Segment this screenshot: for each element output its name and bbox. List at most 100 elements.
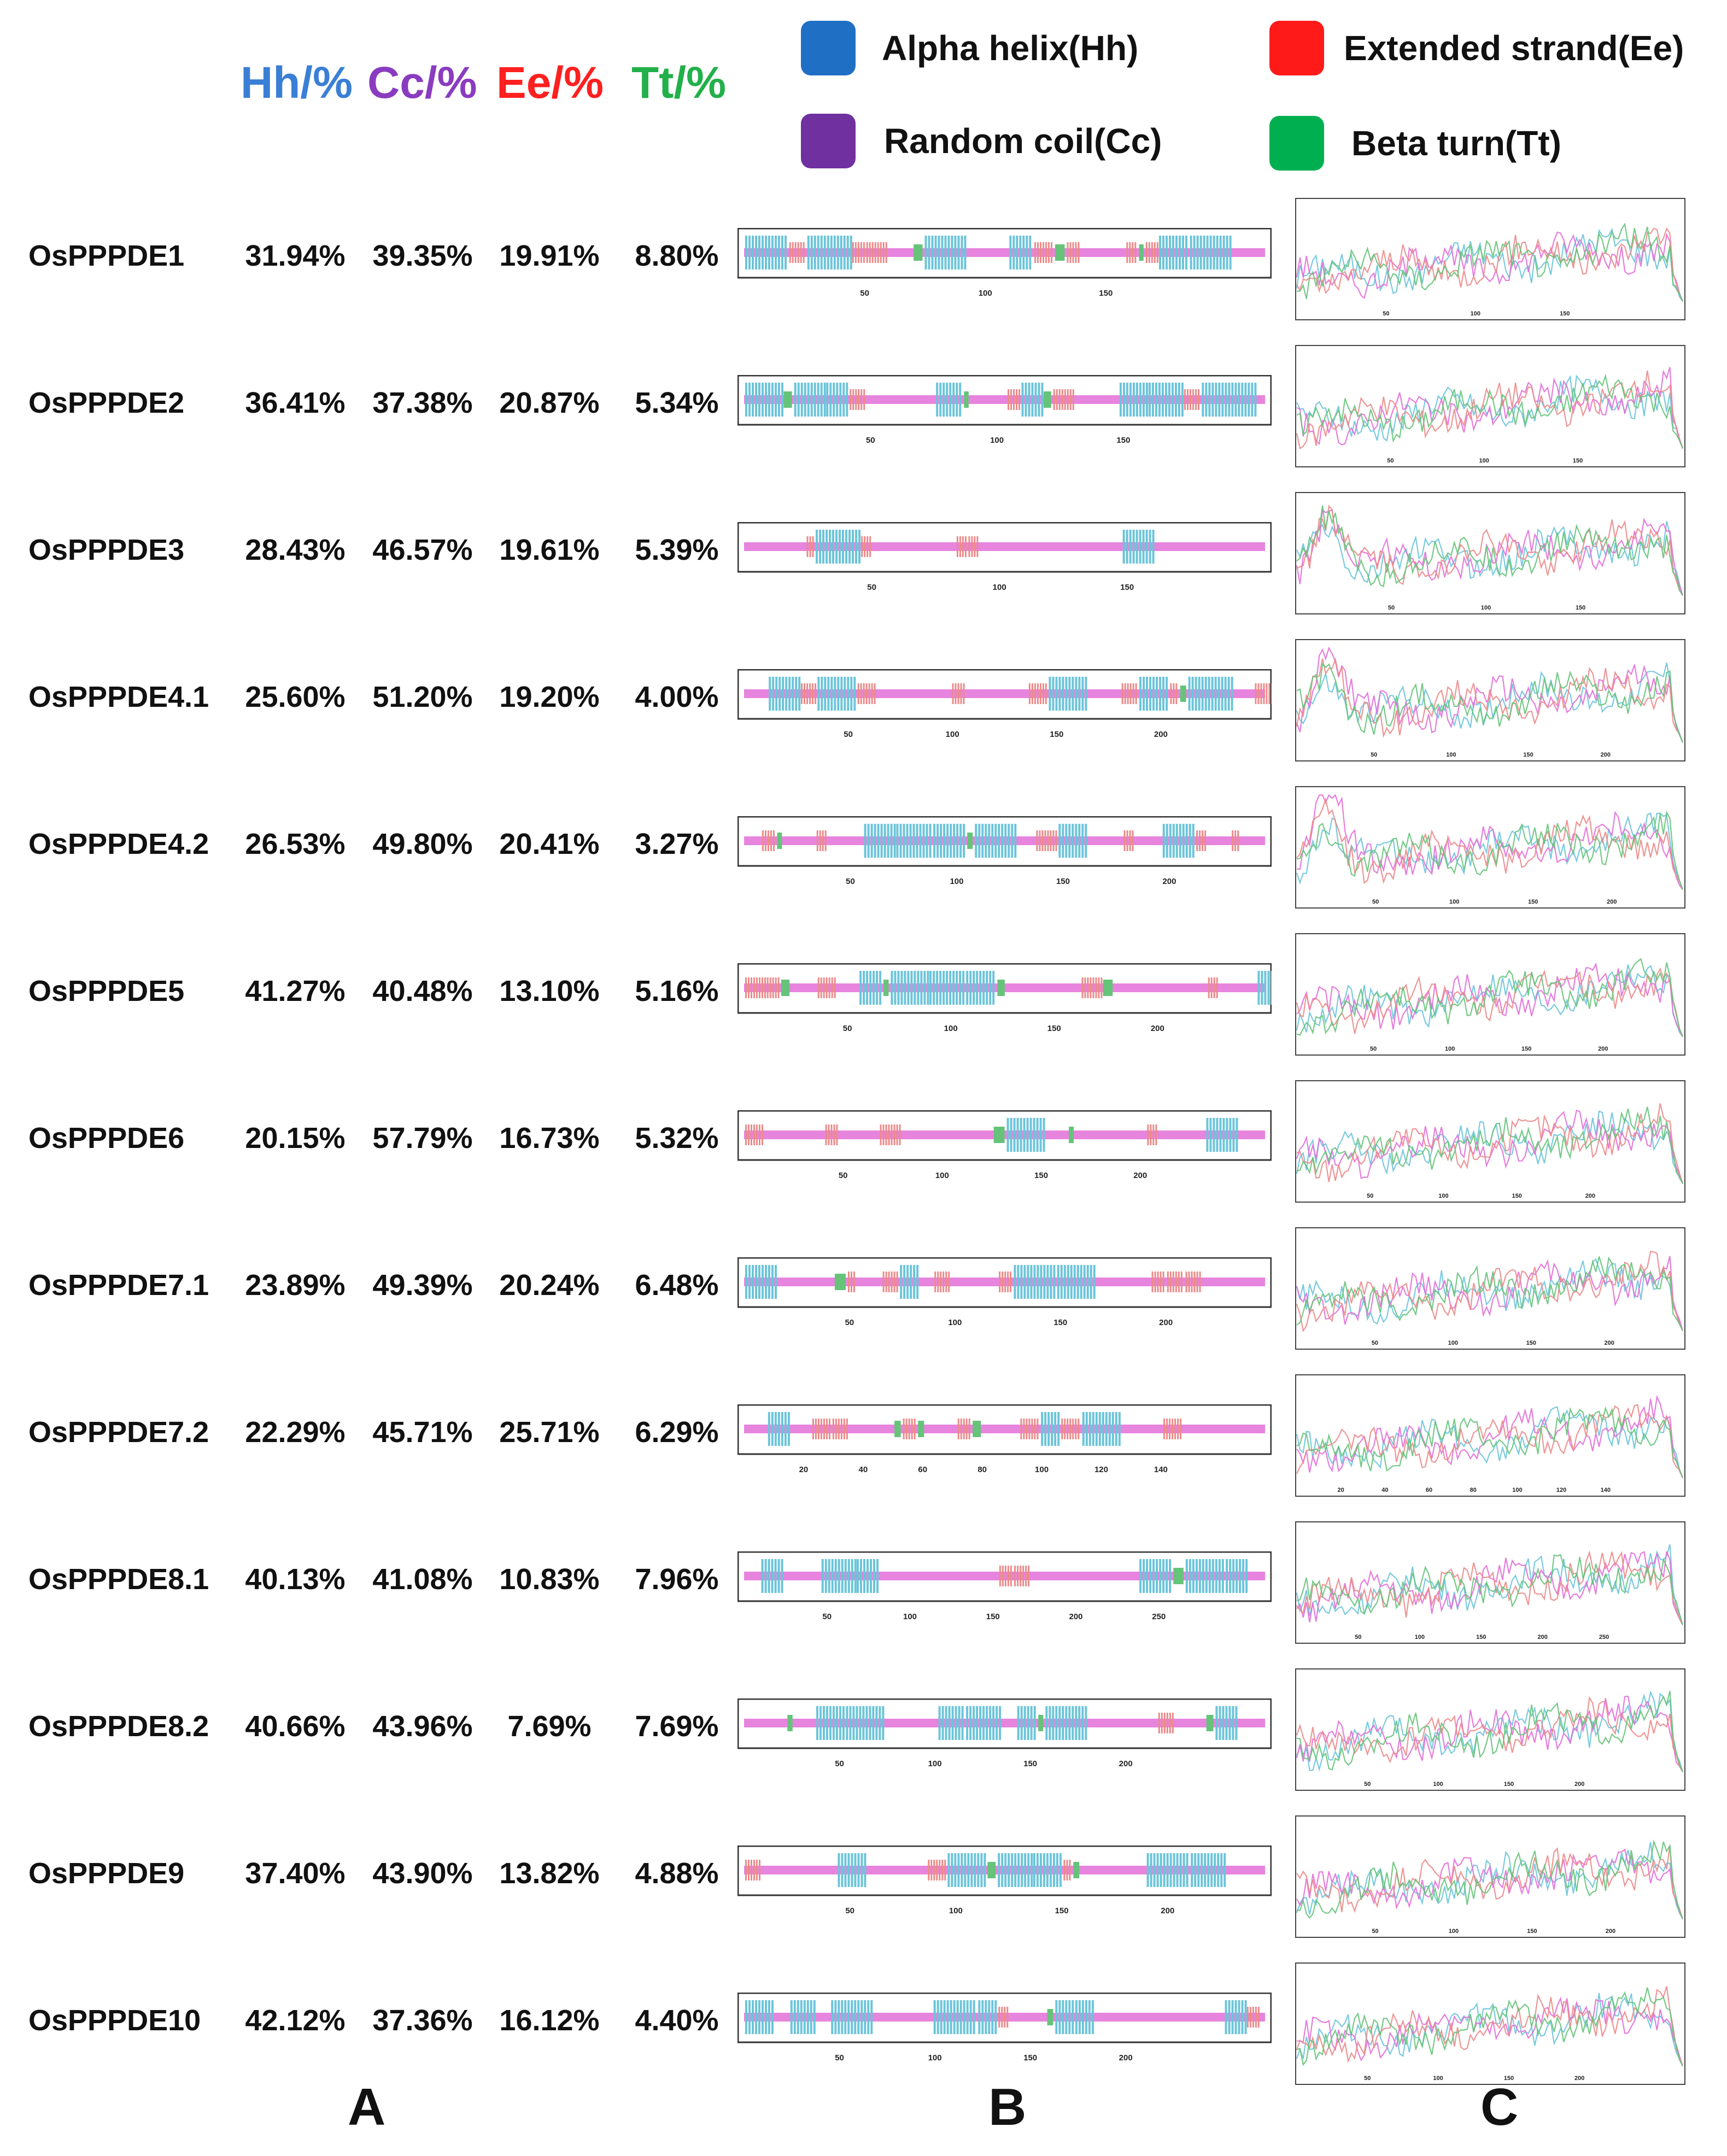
structure-track: 50 100 150 — [737, 522, 1272, 592]
value-tt: 5.39% — [635, 534, 719, 566]
track-tick-label: 200 — [1069, 1612, 1082, 1621]
structure-track: 50 100 150 200 — [737, 1257, 1272, 1327]
track-tick-label: 200 — [1154, 730, 1168, 739]
profile-tick-label: 200 — [1601, 752, 1611, 758]
track-tick-label: 50 — [839, 1171, 848, 1180]
value-hh: 41.27% — [245, 975, 346, 1007]
profile-plot: 50 100 150 200 — [1295, 786, 1685, 909]
value-cc: 41.08% — [372, 1563, 473, 1596]
track-tick-label: 20 — [799, 1465, 809, 1474]
value-ee: 7.69% — [507, 1710, 592, 1743]
profile-line — [1296, 1103, 1684, 1184]
profile-tick-label: 200 — [1538, 1634, 1548, 1641]
track-tick-label: 150 — [1116, 436, 1130, 445]
value-cc: 43.90% — [372, 1857, 473, 1890]
profile-plot: 50 100 150 — [1295, 345, 1685, 467]
track-tick-label: 200 — [1162, 877, 1176, 886]
profile-line — [1296, 1691, 1684, 1772]
profile-line — [1296, 1406, 1684, 1478]
profile-tick-label: 150 — [1512, 1193, 1521, 1199]
profile-line — [1296, 958, 1684, 1037]
value-tt: 4.40% — [635, 2004, 719, 2037]
track-tick-label: 150 — [1056, 877, 1070, 886]
protein-name: OsPPPDE6 — [28, 1122, 185, 1155]
profile-line — [1296, 1404, 1684, 1478]
value-ee: 19.20% — [499, 681, 600, 713]
profile-tick-label: 100 — [1415, 1634, 1425, 1641]
track-tick-label: 150 — [1053, 1318, 1067, 1327]
value-cc: 57.79% — [372, 1122, 473, 1155]
profile-tick-label: 150 — [1560, 310, 1570, 317]
profile-tick-label: 200 — [1598, 1046, 1608, 1052]
track-tick-label: 50 — [835, 1759, 844, 1768]
value-hh: 26.53% — [245, 828, 346, 860]
track-tick-label: 150 — [1023, 2053, 1037, 2063]
profile-tick-label: 50 — [1372, 1340, 1378, 1346]
legend-random-coil: Random coil(Cc) — [801, 114, 1162, 168]
profile-tick-label: 100 — [1449, 1928, 1459, 1935]
protein-name: OsPPPDE7.1 — [28, 1269, 209, 1302]
profile-tick-label: 50 — [1372, 899, 1379, 905]
structure-track: 50 100 150 200 — [737, 669, 1272, 739]
profile-tick-label: 100 — [1449, 899, 1459, 905]
value-ee: 20.87% — [499, 386, 600, 419]
track-tick-label: 50 — [845, 1318, 854, 1327]
value-ee: 20.41% — [499, 828, 600, 860]
legend-swatch-strand — [1269, 21, 1324, 75]
value-cc: 40.48% — [372, 975, 473, 1007]
track-tick-label: 50 — [860, 289, 869, 298]
profile-line — [1296, 1395, 1684, 1478]
value-hh: 28.43% — [245, 534, 346, 566]
profile-tick-label: 100 — [1481, 605, 1491, 611]
profile-line — [1296, 1550, 1683, 1625]
value-hh: 37.40% — [245, 1857, 346, 1890]
value-ee: 13.10% — [499, 975, 600, 1007]
structure-track: 50 100 150 — [737, 228, 1272, 298]
profile-line — [1296, 373, 1684, 449]
legend-swatch-helix — [801, 21, 856, 75]
profile-line — [1296, 812, 1684, 890]
profile-line — [1296, 370, 1684, 450]
profile-line — [1296, 662, 1684, 743]
track-tick-label: 100 — [993, 583, 1006, 592]
profile-line — [1296, 508, 1684, 596]
profile-tick-label: 200 — [1585, 1193, 1595, 1199]
track-tick-label: 200 — [1151, 1024, 1164, 1033]
track-tick-label: 100 — [946, 730, 959, 739]
panel-label-b: B — [988, 2078, 1027, 2136]
profile-plot: 50 100 150 200 — [1295, 1080, 1685, 1203]
profile-tick-label: 50 — [1371, 752, 1377, 758]
profile-line — [1296, 1406, 1684, 1478]
profile-tick-label: 50 — [1387, 458, 1394, 464]
profile-tick-label: 200 — [1604, 1340, 1614, 1346]
protein-name: OsPPPDE8.1 — [28, 1563, 209, 1596]
profile-tick-label: 150 — [1526, 1340, 1536, 1346]
profile-line — [1296, 521, 1684, 596]
protein-name: OsPPPDE4.2 — [28, 828, 209, 860]
structure-track: 50 100 150 200 — [737, 1846, 1272, 1915]
value-ee: 19.61% — [499, 534, 600, 566]
legend-label-coil: Random coil(Cc) — [884, 121, 1162, 161]
track-tick-label: 100 — [1035, 1465, 1049, 1474]
track-tick-label: 40 — [858, 1465, 868, 1474]
profile-plot: 50 100 150 — [1295, 198, 1685, 320]
profile-tick-label: 20 — [1338, 1487, 1344, 1493]
profile-line — [1296, 1551, 1683, 1625]
profile-line — [1296, 222, 1684, 302]
profile-line — [1296, 967, 1684, 1037]
protein-name: OsPPPDE2 — [28, 386, 185, 419]
track-tick-label: 50 — [843, 1024, 852, 1033]
profile-tick-label: 100 — [1445, 1046, 1455, 1052]
track-tick-label: 100 — [948, 1318, 962, 1327]
structure-track: 50 100 150 — [737, 375, 1272, 445]
value-ee: 20.24% — [499, 1269, 600, 1302]
profile-line — [1296, 1258, 1684, 1331]
value-cc: 51.20% — [372, 681, 473, 713]
profile-line — [1296, 810, 1684, 890]
track-tick-label: 100 — [928, 1759, 942, 1768]
structure-track: 20 40 60 80 100 120 140 — [737, 1404, 1272, 1474]
value-tt: 7.96% — [635, 1563, 719, 1596]
header-cc: Cc/% — [367, 58, 477, 108]
profile-tick-label: 150 — [1576, 605, 1585, 611]
profile-line — [1296, 1544, 1684, 1625]
